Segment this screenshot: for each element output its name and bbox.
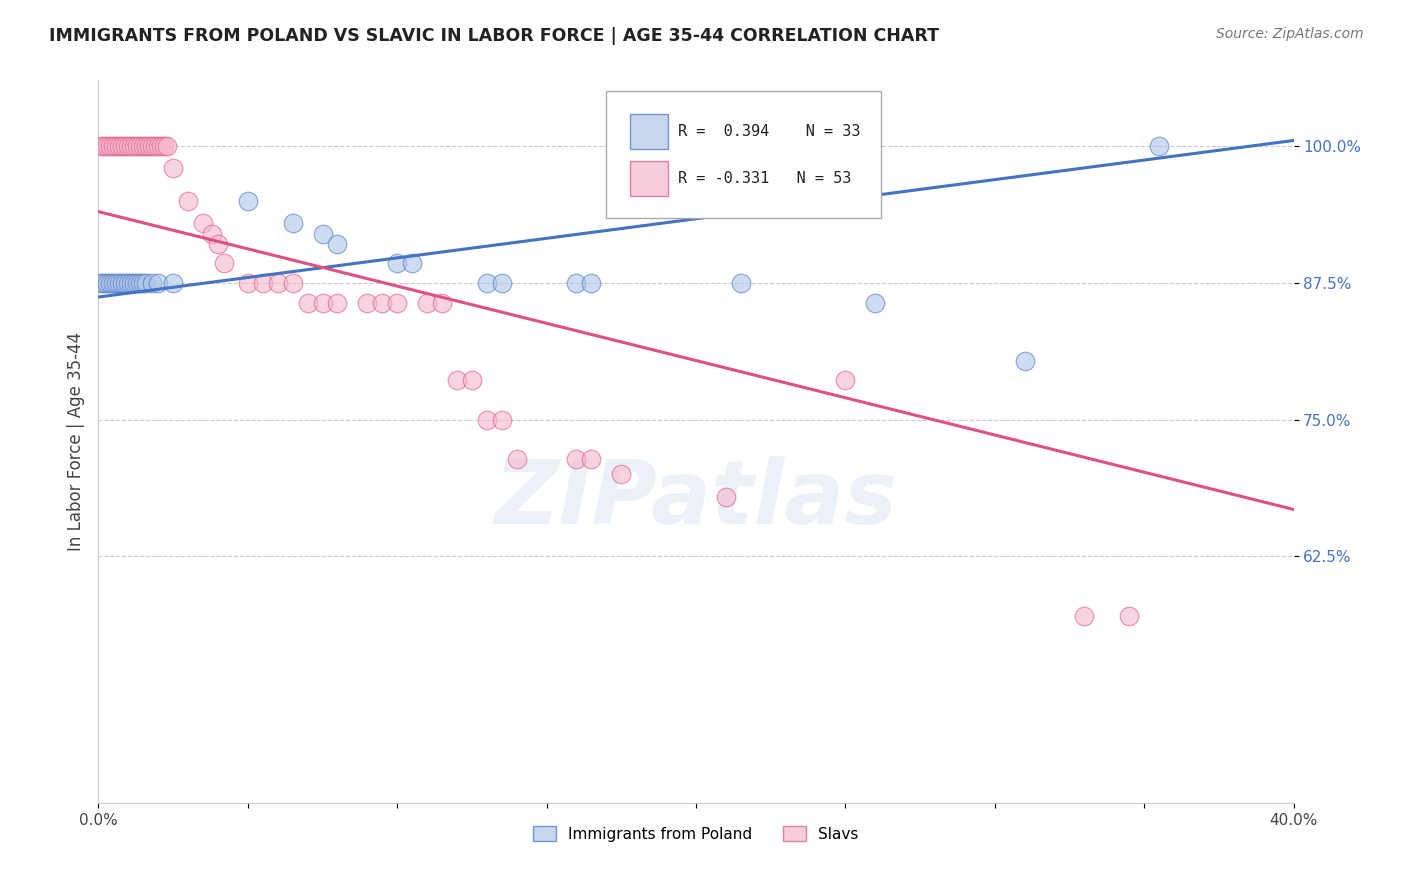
Text: ZIPatlas: ZIPatlas <box>495 456 897 543</box>
Point <box>162 161 184 175</box>
Point <box>96 139 118 153</box>
Point <box>96 276 118 290</box>
Point <box>475 412 498 426</box>
Point <box>148 276 170 290</box>
Point <box>446 373 468 387</box>
Point <box>103 276 125 290</box>
Point <box>111 139 134 153</box>
Point <box>114 139 136 153</box>
Point <box>311 227 333 241</box>
Point <box>111 276 134 290</box>
Point <box>141 139 163 153</box>
Point <box>565 452 588 467</box>
Point <box>1014 353 1036 368</box>
Point <box>430 295 453 310</box>
Point <box>117 139 139 153</box>
Point <box>148 139 170 153</box>
Point <box>416 295 439 310</box>
Point <box>141 276 163 290</box>
Point <box>475 276 498 290</box>
Point <box>491 276 513 290</box>
Point <box>610 467 633 482</box>
Point <box>105 139 128 153</box>
Point <box>1118 608 1140 623</box>
Point <box>326 237 349 252</box>
FancyBboxPatch shape <box>606 91 882 218</box>
Point <box>267 276 290 290</box>
Point <box>491 412 513 426</box>
Point <box>730 276 752 290</box>
Point <box>252 276 274 290</box>
Point <box>177 194 200 208</box>
Text: R = -0.331   N = 53: R = -0.331 N = 53 <box>678 171 852 186</box>
Point <box>153 139 176 153</box>
Point <box>129 276 152 290</box>
Point <box>1073 608 1095 623</box>
Point <box>143 139 166 153</box>
Point <box>834 373 856 387</box>
Text: R =  0.394    N = 33: R = 0.394 N = 33 <box>678 124 860 139</box>
Point <box>138 139 160 153</box>
Point <box>108 139 131 153</box>
Y-axis label: In Labor Force | Age 35-44: In Labor Force | Age 35-44 <box>66 332 84 551</box>
Point <box>127 139 149 153</box>
Point <box>371 295 394 310</box>
Point <box>297 295 319 310</box>
Point <box>581 276 603 290</box>
Point <box>207 237 229 252</box>
Point <box>135 276 157 290</box>
Point <box>90 139 112 153</box>
Point <box>127 276 149 290</box>
Point <box>150 139 173 153</box>
Point <box>385 256 409 270</box>
Point <box>385 295 409 310</box>
Point <box>162 276 184 290</box>
Point <box>120 139 142 153</box>
Point <box>93 139 115 153</box>
Point <box>865 295 887 310</box>
Point <box>124 276 146 290</box>
Point <box>132 139 155 153</box>
Text: Source: ZipAtlas.com: Source: ZipAtlas.com <box>1216 27 1364 41</box>
Point <box>103 139 125 153</box>
Point <box>281 216 304 230</box>
Point <box>156 139 179 153</box>
Point <box>129 139 152 153</box>
Point <box>135 139 157 153</box>
Point <box>581 452 603 467</box>
Point <box>565 276 588 290</box>
Point <box>201 227 224 241</box>
Text: IMMIGRANTS FROM POLAND VS SLAVIC IN LABOR FORCE | AGE 35-44 CORRELATION CHART: IMMIGRANTS FROM POLAND VS SLAVIC IN LABO… <box>49 27 939 45</box>
Point <box>120 276 142 290</box>
Point <box>326 295 349 310</box>
Point <box>1147 139 1170 153</box>
Legend: Immigrants from Poland, Slavs: Immigrants from Poland, Slavs <box>526 818 866 849</box>
Point <box>117 276 139 290</box>
Point <box>212 256 235 270</box>
Point <box>114 276 136 290</box>
Point <box>93 276 115 290</box>
Point <box>506 452 529 467</box>
Point <box>132 276 155 290</box>
Point <box>105 276 128 290</box>
Point <box>356 295 378 310</box>
Point <box>311 295 333 310</box>
FancyBboxPatch shape <box>630 114 668 149</box>
Point <box>461 373 484 387</box>
FancyBboxPatch shape <box>630 161 668 196</box>
Point <box>90 276 112 290</box>
Point <box>124 139 146 153</box>
Point <box>281 276 304 290</box>
Point <box>98 139 122 153</box>
Point <box>98 276 122 290</box>
Point <box>236 276 259 290</box>
Point <box>714 491 737 505</box>
Point <box>191 216 214 230</box>
Point <box>401 256 423 270</box>
Point <box>108 276 131 290</box>
Point <box>236 194 259 208</box>
